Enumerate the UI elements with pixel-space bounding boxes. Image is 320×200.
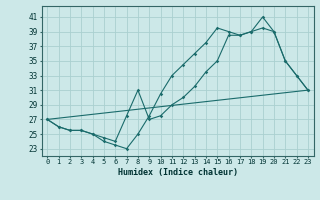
X-axis label: Humidex (Indice chaleur): Humidex (Indice chaleur)	[118, 168, 237, 177]
